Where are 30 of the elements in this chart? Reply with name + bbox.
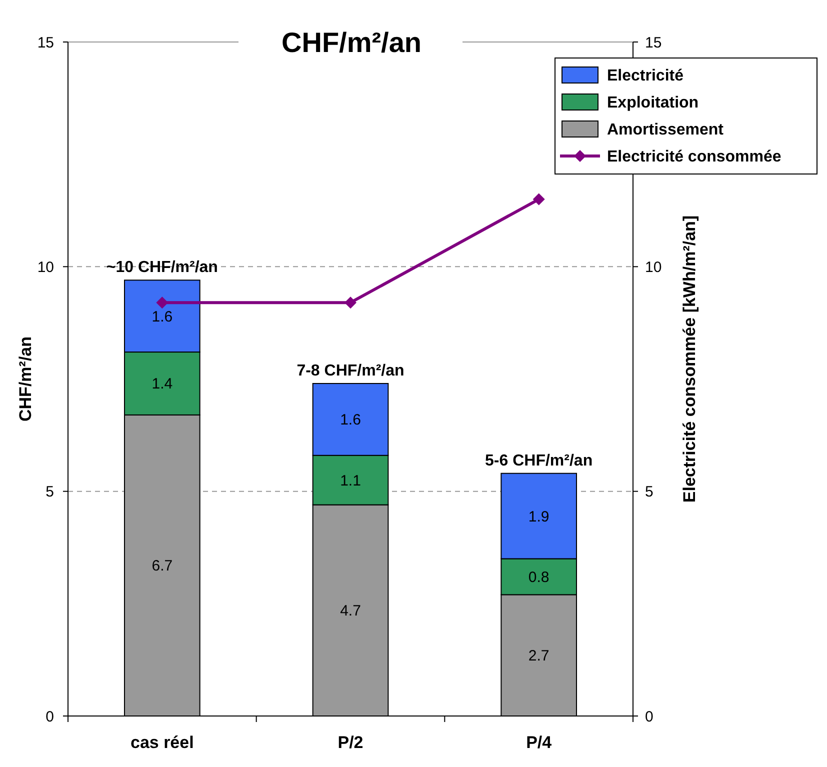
data-label: 1.6 bbox=[152, 308, 173, 326]
legend-label: Electricité bbox=[607, 68, 684, 85]
data-label: 1.9 bbox=[528, 508, 550, 526]
data-label: 1.1 bbox=[340, 472, 361, 490]
legend-label: Electricité consommée bbox=[607, 148, 782, 166]
y2-tick-label: 5 bbox=[645, 484, 654, 501]
annotation: 7-8 CHF/m²/an bbox=[296, 362, 404, 380]
y-tick-label: 10 bbox=[37, 258, 54, 276]
x-tick-label: cas réel bbox=[130, 733, 194, 752]
y2-axis-title: Electricité consommée [kWh/m²/an] bbox=[680, 215, 699, 503]
y-tick-label: 15 bbox=[37, 34, 54, 52]
y-tick-label: 0 bbox=[46, 708, 54, 726]
data-label: 0.8 bbox=[528, 568, 550, 586]
annotation: ~10 CHF/m²/an bbox=[106, 259, 218, 276]
legend-label: Exploitation bbox=[607, 94, 699, 112]
y2-tick-label: 10 bbox=[645, 258, 662, 276]
y2-tick-label: 0 bbox=[645, 708, 654, 726]
data-label: 2.7 bbox=[528, 648, 550, 665]
x-tick-label: P/4 bbox=[526, 733, 552, 752]
data-label: 6.7 bbox=[152, 558, 173, 575]
legend-label: Amortissement bbox=[607, 122, 724, 139]
data-label: 4.7 bbox=[340, 602, 361, 620]
chart-title: CHF/m²/an bbox=[282, 26, 422, 58]
data-label: 1.6 bbox=[340, 412, 361, 429]
y-axis-title: CHF/m²/an bbox=[16, 336, 35, 422]
x-tick-label: P/2 bbox=[338, 733, 364, 752]
y2-tick-label: 15 bbox=[645, 34, 662, 52]
annotation: 5-6 CHF/m²/an bbox=[485, 452, 593, 470]
y-tick-label: 5 bbox=[46, 484, 54, 501]
data-label: 1.4 bbox=[152, 376, 173, 393]
